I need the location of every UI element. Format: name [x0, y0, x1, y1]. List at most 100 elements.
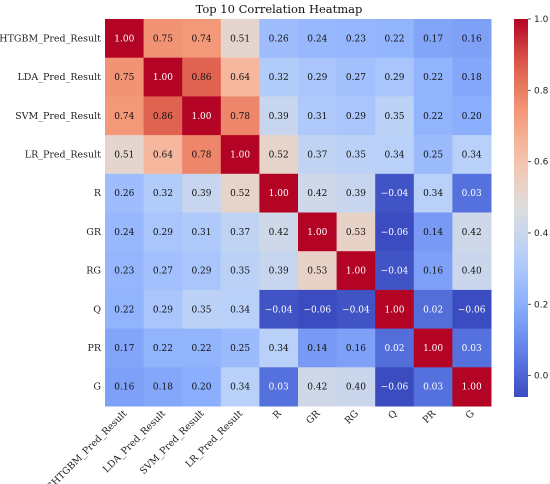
cell-value-label: 0.86: [153, 112, 173, 122]
cell-value-label: 0.03: [269, 383, 289, 393]
heatmap-cell: [452, 135, 492, 175]
cell-value-label: 0.14: [423, 228, 443, 238]
cell-value-label: 0.35: [346, 150, 366, 160]
x-tick-label: R: [271, 408, 284, 421]
heatmap-cell: [105, 289, 145, 330]
cell-value-label: 0.03: [462, 344, 482, 354]
heatmap-cell: [105, 19, 145, 59]
cell-value-label: 0.31: [307, 112, 327, 122]
heatmap-cell: [182, 367, 222, 407]
cell-value-label: 0.64: [153, 150, 173, 160]
cell-value-label: 0.23: [114, 267, 134, 277]
colorbar: [514, 19, 528, 397]
cell-value-label: 0.22: [384, 34, 404, 44]
heatmap-cell: [105, 367, 145, 407]
heatmap-cell: [220, 96, 260, 136]
heatmap-cell: [375, 19, 415, 59]
cell-value-label: 0.39: [191, 189, 211, 199]
cell-value-label: 0.25: [423, 150, 443, 160]
cell-value-label: 0.52: [230, 189, 250, 199]
cell-value-label: 0.29: [153, 305, 173, 315]
heatmap-cell: [259, 96, 299, 136]
cell-value-label: 0.42: [462, 228, 482, 238]
heatmap-cell: [336, 135, 376, 175]
heatmap-cell: [182, 57, 222, 97]
cell-value-label: 0.26: [114, 189, 134, 199]
heatmap-cell: [336, 212, 376, 252]
heatmap-cell: [220, 289, 260, 330]
cell-value-label: 0.18: [462, 73, 482, 83]
cell-value-label: 0.24: [307, 34, 327, 44]
cell-value-label: 0.40: [462, 267, 482, 277]
heatmap-cell: [413, 57, 453, 97]
heatmap-cell: [336, 328, 376, 368]
heatmap-cell: [452, 173, 492, 213]
heatmap-cell: [259, 328, 299, 368]
cell-value-label: 0.02: [423, 305, 443, 315]
cell-value-label: 0.42: [307, 189, 327, 199]
heatmap-cell: [336, 57, 376, 97]
heatmap-cell: [413, 135, 453, 175]
heatmap-cell: [452, 19, 492, 59]
heatmap-cell: [182, 251, 222, 291]
cell-value-label: 0.18: [153, 383, 173, 393]
heatmap-cell: [452, 289, 492, 330]
y-tick-label: RG: [86, 266, 101, 277]
heatmap-cell: [105, 251, 145, 291]
heatmap-cell: [375, 251, 415, 291]
x-axis-labels: LIGHTGBM_Pred_ResultLDA_Pred_ResultSVM_P…: [37, 408, 477, 484]
heatmap-cell: [452, 328, 492, 368]
heatmap-cell: [413, 96, 453, 136]
cell-value-label: 0.35: [191, 305, 211, 315]
cell-value-label: 0.17: [423, 34, 443, 44]
cell-value-label: 1.00: [230, 150, 250, 160]
cell-value-label: 0.29: [153, 228, 173, 238]
cell-value-label: 0.29: [307, 73, 327, 83]
cell-value-label: 1.00: [384, 305, 404, 315]
cell-value-label: 0.35: [384, 112, 404, 122]
cell-value-label: 0.31: [191, 228, 211, 238]
heatmap-cell: [220, 251, 260, 291]
cell-value-label: 0.26: [269, 34, 289, 44]
cell-value-label: −0.04: [381, 267, 409, 277]
cell-value-label: −0.04: [381, 189, 409, 199]
heatmap-cell: [143, 57, 183, 97]
cell-value-label: 0.37: [307, 150, 327, 160]
cell-value-label: 0.20: [462, 112, 482, 122]
cell-value-label: −0.06: [458, 305, 486, 315]
cell-value-label: 0.78: [191, 150, 211, 160]
heatmap-cell: [143, 212, 183, 252]
cell-value-label: 0.27: [346, 73, 366, 83]
cell-value-label: 0.29: [384, 73, 404, 83]
heatmap-cell: [375, 173, 415, 213]
heatmap-cell: [259, 251, 299, 291]
heatmap-cell: [452, 96, 492, 136]
cell-value-label: 0.39: [269, 112, 289, 122]
colorbar-tick-label: 1.0: [534, 15, 549, 25]
cell-value-label: 0.22: [191, 344, 211, 354]
cell-value-label: 1.00: [191, 112, 211, 122]
y-tick-label: GR: [86, 227, 102, 238]
x-tick-label: SVM_Pred_Result: [138, 408, 207, 477]
heatmap-cell: [220, 135, 260, 175]
cell-value-label: 0.74: [114, 112, 134, 122]
heatmap-cell: [105, 57, 145, 97]
cell-value-label: 0.34: [230, 305, 250, 315]
heatmap-cell: [452, 57, 492, 97]
cell-value-label: 1.00: [346, 267, 366, 277]
cell-value-label: 0.03: [423, 383, 443, 393]
heatmap-cell: [298, 367, 338, 407]
cell-value-label: 0.22: [153, 344, 173, 354]
heatmap-cell: [336, 173, 376, 213]
heatmap-cell: [143, 289, 183, 330]
heatmap-cell: [336, 367, 376, 407]
cell-value-label: 0.32: [153, 189, 173, 199]
heatmap-cell: [298, 135, 338, 175]
cell-value-label: 0.34: [230, 383, 250, 393]
cell-value-label: 0.37: [230, 228, 250, 238]
heatmap-cell: [259, 57, 299, 97]
cell-value-label: 0.35: [230, 267, 250, 277]
heatmap-cell: [220, 328, 260, 368]
heatmap-cell: [298, 212, 338, 252]
